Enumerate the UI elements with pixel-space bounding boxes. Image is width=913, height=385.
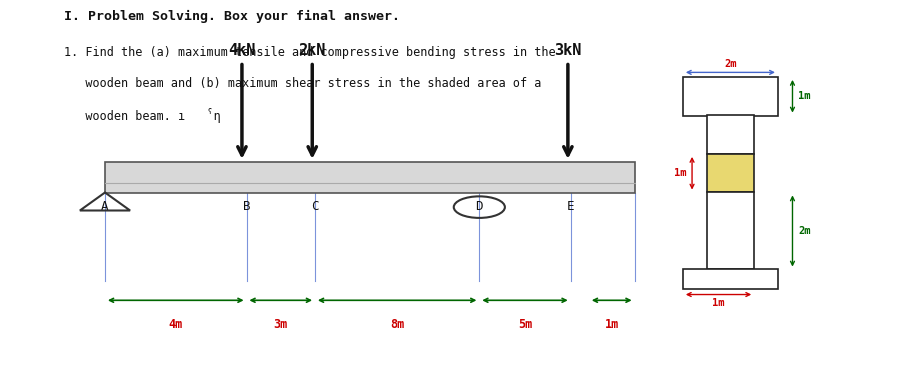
Text: 2m: 2m <box>798 226 811 236</box>
Text: 1m: 1m <box>712 298 725 308</box>
Bar <box>707 154 754 192</box>
Text: 1m: 1m <box>798 91 811 101</box>
Text: C: C <box>311 200 319 213</box>
Text: B: B <box>243 200 250 213</box>
Bar <box>707 192 754 270</box>
Text: 5m: 5m <box>518 318 532 331</box>
Text: 3kN: 3kN <box>554 43 582 57</box>
Bar <box>105 162 635 192</box>
Bar <box>707 116 754 154</box>
Text: 2m: 2m <box>724 59 737 69</box>
Text: 1m: 1m <box>674 168 687 178</box>
Text: I. Problem Solving. Box your final answer.: I. Problem Solving. Box your final answe… <box>64 10 400 23</box>
Text: E: E <box>567 200 574 213</box>
Text: 8m: 8m <box>390 318 404 331</box>
Text: 2kN: 2kN <box>299 43 326 57</box>
Bar <box>683 77 778 116</box>
Text: 4m: 4m <box>169 318 183 331</box>
Text: A: A <box>101 200 109 213</box>
Text: 1. Find the (a) maximum tensile and compressive bending stress in the: 1. Find the (a) maximum tensile and comp… <box>64 46 555 59</box>
Text: D: D <box>476 200 483 213</box>
Text: wooden beam and (b) maximum shear stress in the shaded area of a: wooden beam and (b) maximum shear stress… <box>64 77 541 90</box>
Bar <box>683 270 778 289</box>
Text: 4kN: 4kN <box>228 43 256 57</box>
Text: 1m: 1m <box>604 318 619 331</box>
Text: wooden beam. ı   ˁη: wooden beam. ı ˁη <box>64 108 221 123</box>
Text: 3m: 3m <box>274 318 288 331</box>
